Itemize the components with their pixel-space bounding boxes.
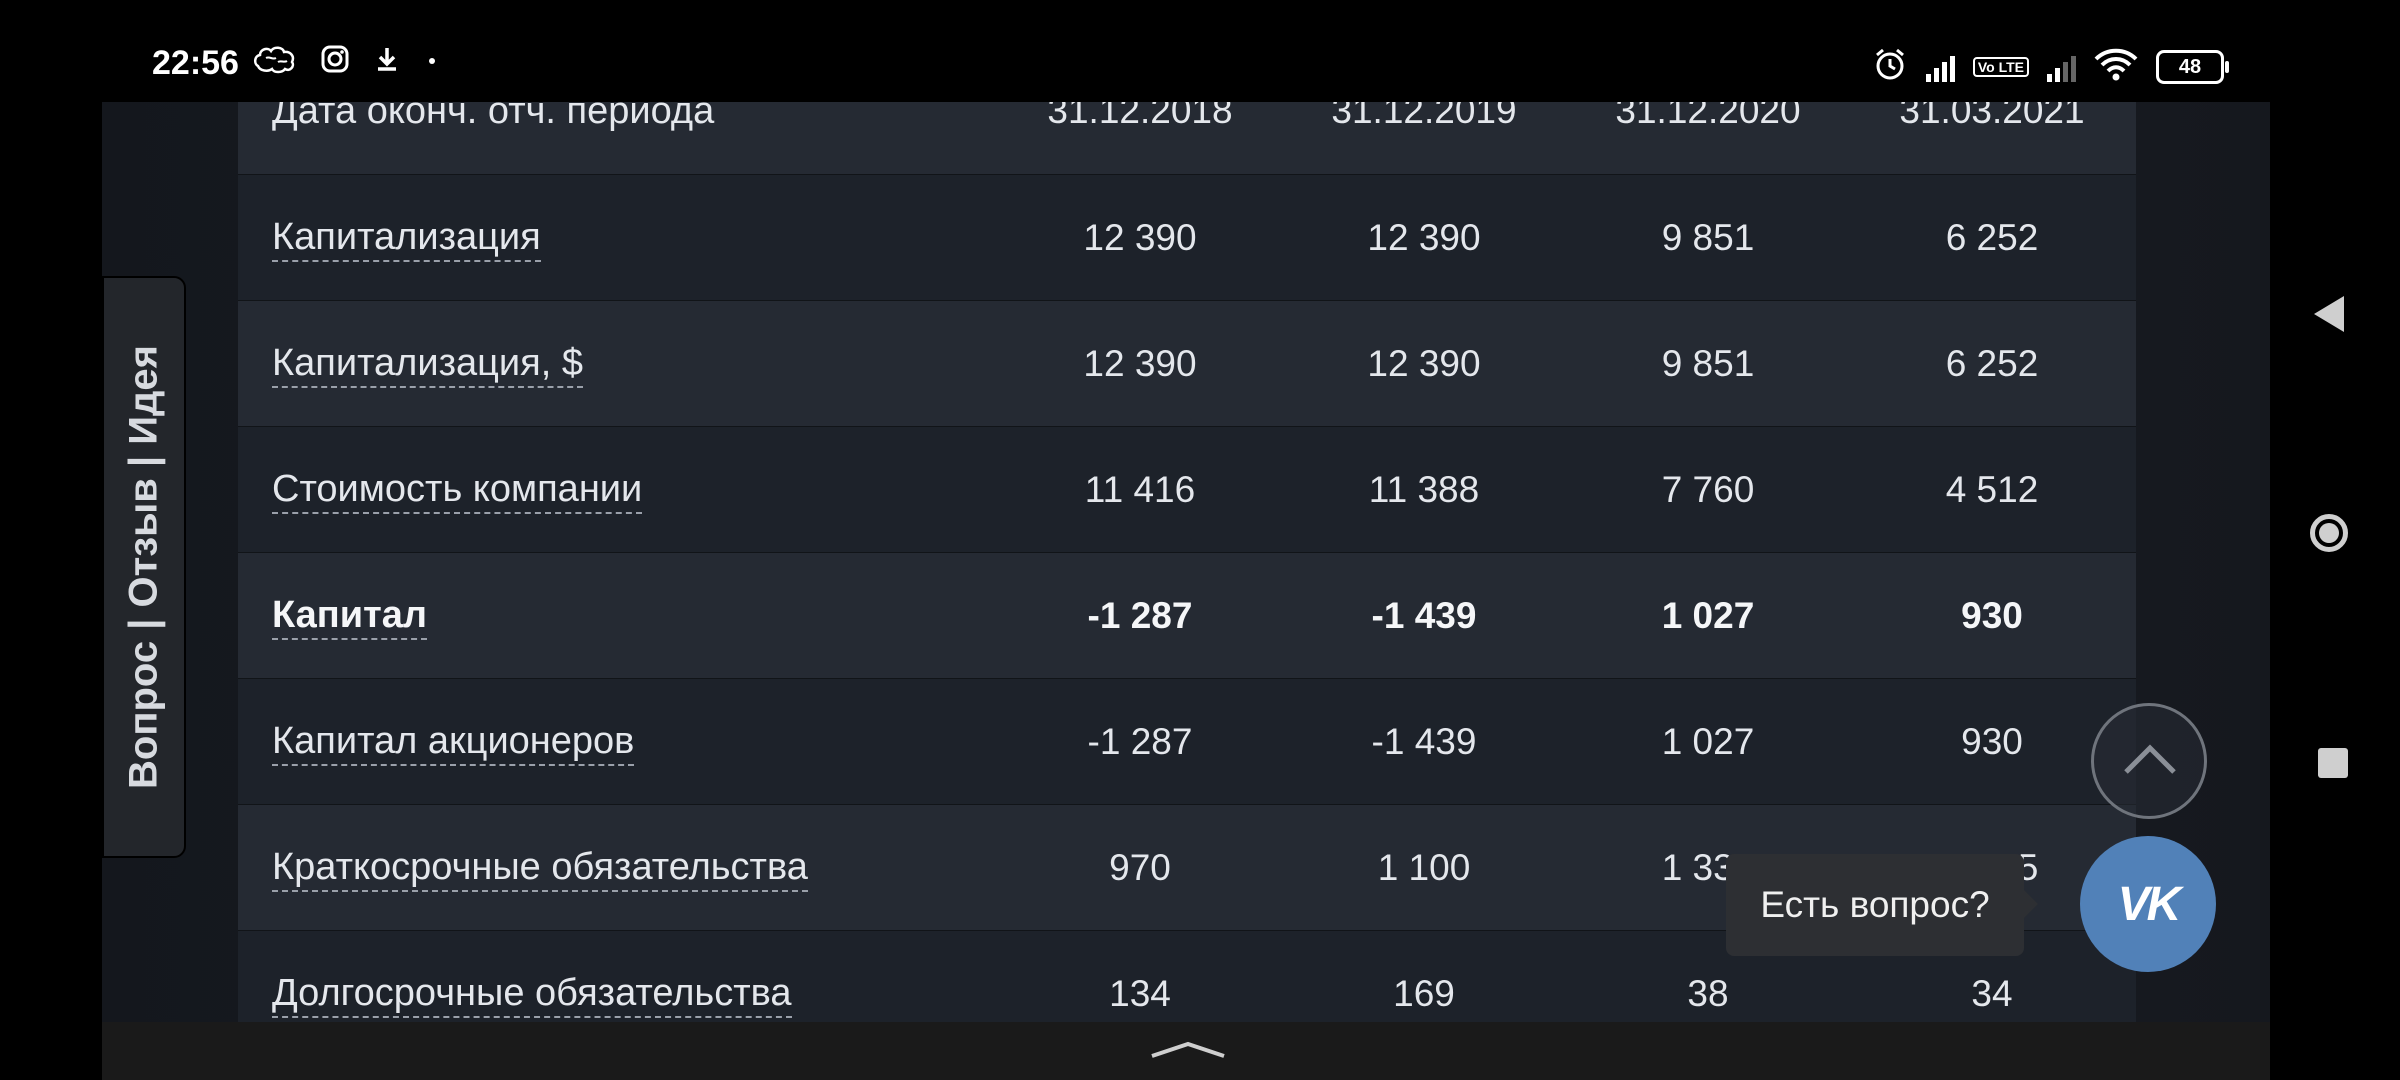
row-label[interactable]: Капитал: [238, 594, 998, 640]
row-value: 12 390: [1367, 216, 1481, 258]
header-period-4: 31.03.2021: [1899, 102, 2085, 131]
home-circle-icon[interactable]: [2310, 514, 2348, 552]
header-period-3: 31.12.2020: [1615, 102, 1801, 131]
header-label: Дата оконч. отч. периода: [272, 102, 715, 132]
row-value: 6 252: [1945, 216, 2039, 258]
signal-strength-2-icon: [2047, 52, 2076, 82]
row-value: -1 287: [1087, 720, 1193, 762]
row-label[interactable]: Капитализация: [238, 216, 998, 262]
alarm-icon: [1872, 46, 1908, 87]
row-value: -1 439: [1371, 594, 1477, 636]
chevron-up-icon: [2124, 744, 2176, 774]
row-value: 134: [1109, 972, 1171, 1014]
status-notification-icons: [252, 44, 440, 83]
row-value: 12 390: [1083, 342, 1197, 384]
row-label[interactable]: Капитализация, $: [238, 342, 998, 388]
row-value: 12 390: [1083, 216, 1197, 258]
row-label[interactable]: Долгосрочные обязательства: [238, 972, 998, 1018]
expand-toolbar-icon[interactable]: [1148, 1040, 1228, 1060]
volte-badge: Vo LTE: [1972, 56, 2029, 77]
row-value: 11 416: [1084, 468, 1196, 510]
row-value: 1 027: [1661, 720, 1755, 762]
scroll-to-top-button[interactable]: [2091, 703, 2207, 819]
row-value: 1 027: [1661, 594, 1755, 636]
back-triangle-icon[interactable]: [2314, 296, 2344, 332]
status-system-icons: Vo LTE 48: [1872, 46, 2229, 87]
browser-bottom-bar: [102, 1022, 2270, 1080]
feedback-tab-label: Вопрос | Отзыв | Идея: [121, 345, 166, 789]
recent-square-icon[interactable]: [2318, 748, 2348, 778]
row-value: 6 252: [1945, 342, 2039, 384]
row-label[interactable]: Краткосрочные обязательства: [238, 846, 998, 892]
row-value: 970: [1109, 846, 1171, 888]
download-icon: [372, 44, 402, 83]
row-label[interactable]: Стоимость компании: [238, 468, 998, 514]
vk-logo-icon: VK: [2117, 877, 2182, 931]
row-value: 38: [1687, 972, 1729, 1014]
row-value: 12 390: [1367, 342, 1481, 384]
table-row: Капитализация, $ 12 390 12 390 9 851 6 2…: [238, 301, 2136, 427]
row-value: 930: [1961, 594, 2023, 636]
row-value: 11 388: [1368, 468, 1480, 510]
row-value: 4 512: [1945, 468, 2039, 510]
status-time: 22:56: [152, 44, 239, 82]
table-row: Капитал акционеров -1 287 -1 439 1 027 9…: [238, 679, 2136, 805]
wifi-icon: [2094, 47, 2138, 86]
vk-chat-button[interactable]: VK: [2080, 836, 2216, 972]
row-value: 34: [1971, 972, 2013, 1014]
header-period-2: 31.12.2019: [1331, 102, 1517, 131]
table-header-row: Дата оконч. отч. периода 31.12.2018 31.1…: [238, 102, 2136, 175]
table-row: Капитал -1 287 -1 439 1 027 930: [238, 553, 2136, 679]
brain-app-icon: [252, 44, 298, 83]
row-value: -1 287: [1087, 594, 1193, 636]
feedback-tab[interactable]: [102, 276, 186, 858]
status-bar: 22:56 Vo LTE 48: [0, 0, 2400, 102]
row-value: 930: [1961, 720, 2023, 762]
table-row: Стоимость компании 11 416 11 388 7 760 4…: [238, 427, 2136, 553]
more-dot-icon: [424, 44, 440, 83]
row-value: 9 851: [1661, 216, 1755, 258]
row-value: 1 100: [1377, 846, 1471, 888]
header-period-1: 31.12.2018: [1047, 102, 1233, 131]
instagram-icon: [320, 44, 350, 83]
battery-indicator: 48: [2156, 49, 2229, 84]
financial-table: Дата оконч. отч. периода 31.12.2018 31.1…: [238, 102, 2136, 1022]
row-label[interactable]: Капитал акционеров: [238, 720, 998, 766]
chat-tooltip[interactable]: Есть вопрос?: [1726, 854, 2038, 956]
row-value: -1 439: [1371, 720, 1477, 762]
signal-strength-icon: [1925, 52, 1955, 82]
row-value: 169: [1393, 972, 1455, 1014]
row-value: 9 851: [1661, 342, 1755, 384]
table-row: Капитализация 12 390 12 390 9 851 6 252: [238, 175, 2136, 301]
row-value: 7 760: [1661, 468, 1755, 510]
